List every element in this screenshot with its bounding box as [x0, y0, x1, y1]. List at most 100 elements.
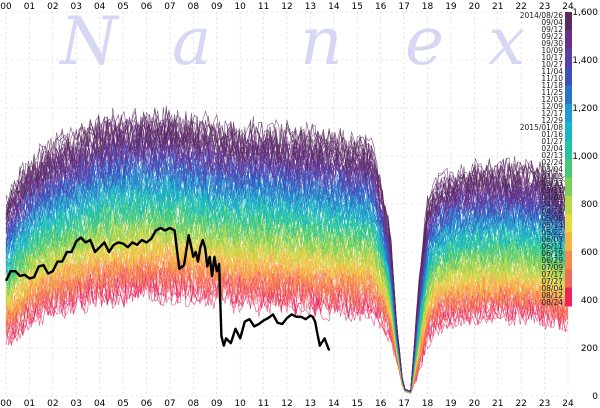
x-tick-label-bottom: 24: [562, 399, 574, 408]
color-scale-label: 02/13: [541, 151, 563, 160]
y-tick-label: 1,000: [572, 152, 598, 162]
color-scale-label: 01/27: [541, 137, 563, 146]
color-scale-label: 08/24: [541, 298, 563, 307]
x-tick-label-top: 24: [562, 2, 574, 12]
series-line: [5, 107, 569, 392]
color-scale-segment: [565, 195, 572, 215]
color-scale-label: 04/17: [541, 200, 563, 209]
y-tick-label: 400: [581, 296, 598, 306]
x-tick-label-bottom: 12: [281, 399, 292, 408]
color-scale-label: 10/09: [541, 46, 563, 55]
color-scale-label: 09/22: [541, 32, 563, 41]
color-scale-segment: [565, 250, 572, 270]
color-scale-label: 06/11: [541, 242, 563, 251]
color-scale-segment: [565, 122, 572, 142]
watermark-letter: x: [488, 3, 525, 80]
color-scale-label: 12/29: [541, 116, 563, 125]
color-scale-label: 10/17: [541, 53, 563, 62]
color-scale-label: 12/17: [541, 109, 563, 118]
color-scale-label: 11/04: [541, 67, 563, 76]
color-scale-label: 10/27: [541, 60, 563, 69]
color-scale-label: 02/04: [541, 144, 563, 153]
x-tick-label-bottom: 21: [492, 399, 503, 408]
x-tick-label-top: 01: [24, 2, 35, 12]
color-scale-label: 03/13: [541, 172, 563, 181]
color-scale-segment: [565, 214, 572, 233]
color-scale-segment: [565, 159, 572, 178]
color-scale-segment: [565, 30, 572, 50]
series-line: [5, 234, 569, 394]
x-tick-label-top: 04: [94, 2, 106, 12]
x-tick-label-top: 15: [352, 2, 363, 12]
color-scale-label: 03/23: [541, 179, 563, 188]
x-tick-label-top: 06: [141, 2, 153, 12]
x-tick-label-bottom: 00: [0, 399, 12, 408]
series-line: [5, 110, 569, 392]
series-line: [5, 256, 569, 394]
x-tick-label-top: 16: [375, 2, 387, 12]
x-tick-label-top: 18: [422, 2, 434, 12]
x-tick-label-top: 19: [445, 2, 457, 12]
x-tick-label-top: 21: [492, 2, 503, 12]
series-line: [5, 259, 569, 394]
color-scale-label: 09/30: [541, 39, 563, 48]
color-scale-label: 06/03: [541, 235, 563, 244]
x-tick-label-top: 14: [328, 2, 340, 12]
x-tick-label-bottom: 19: [445, 399, 457, 408]
series-line: [5, 199, 569, 393]
color-scale-label: 05/22: [541, 228, 563, 237]
x-tick-label-top: 13: [305, 2, 316, 12]
x-tick-label-top: 11: [258, 2, 269, 12]
x-tick-label-bottom: 09: [211, 399, 223, 408]
watermark-letter: e: [405, 3, 444, 80]
color-scale-label: 2014/08/26: [520, 11, 563, 20]
x-tick-label-top: 20: [469, 2, 481, 12]
series-line: [5, 229, 569, 394]
x-tick-label-top: 00: [0, 2, 12, 12]
color-scale-segment: [565, 12, 572, 31]
series-line: [5, 132, 569, 392]
x-tick-label-top: 22: [515, 2, 526, 12]
color-scale-label: 09/04: [541, 18, 563, 27]
color-scale-segment: [565, 85, 572, 105]
y-tick-label: 1,400: [572, 56, 598, 66]
series-line: [5, 124, 568, 392]
series-line: [5, 150, 569, 393]
x-tick-label-bottom: 22: [515, 399, 526, 408]
series-line: [5, 256, 569, 394]
x-tick-label-bottom: 16: [375, 399, 387, 408]
color-scale-label: 09/12: [541, 25, 563, 34]
x-tick-label-bottom: 15: [352, 399, 363, 408]
x-tick-label-bottom: 23: [539, 399, 550, 408]
color-scale-label: 02/24: [541, 158, 563, 167]
x-tick-label-bottom: 03: [71, 399, 82, 408]
color-scale-label: 04/09: [541, 193, 563, 202]
color-scale-label: 03/04: [541, 165, 563, 174]
x-tick-label-bottom: 06: [141, 399, 153, 408]
color-scale-label: 05/06: [541, 214, 563, 223]
color-scale-label: 01/16: [541, 130, 563, 139]
series-line: [5, 105, 569, 392]
watermark-letter: N: [58, 3, 120, 80]
colored-series-band: [5, 105, 569, 394]
series-line: [5, 125, 569, 392]
color-scale-label: 07/17: [541, 270, 563, 279]
y-tick-label: 200: [581, 344, 598, 354]
color-scale-label: 03/31: [541, 186, 563, 195]
x-tick-label-bottom: 20: [469, 399, 481, 408]
color-scale-label: 11/25: [541, 88, 563, 97]
x-tick-label-top: 09: [211, 2, 223, 12]
x-tick-label-bottom: 07: [164, 399, 175, 408]
y-tick-label: 800: [581, 200, 598, 210]
series-line: [5, 115, 569, 392]
x-tick-label-bottom: 14: [328, 399, 340, 408]
x-tick-label-bottom: 18: [422, 399, 434, 408]
color-scale-segment: [565, 103, 572, 123]
highlight-line: [4, 226, 331, 351]
x-tick-label-top: 03: [71, 2, 82, 12]
y-axis-ticks: 0 200 400 600 800 1,000 1,200 1,400 1,600: [572, 8, 598, 402]
x-tick-label-bottom: 05: [117, 399, 128, 408]
color-scale-label: 04/24: [541, 207, 563, 216]
